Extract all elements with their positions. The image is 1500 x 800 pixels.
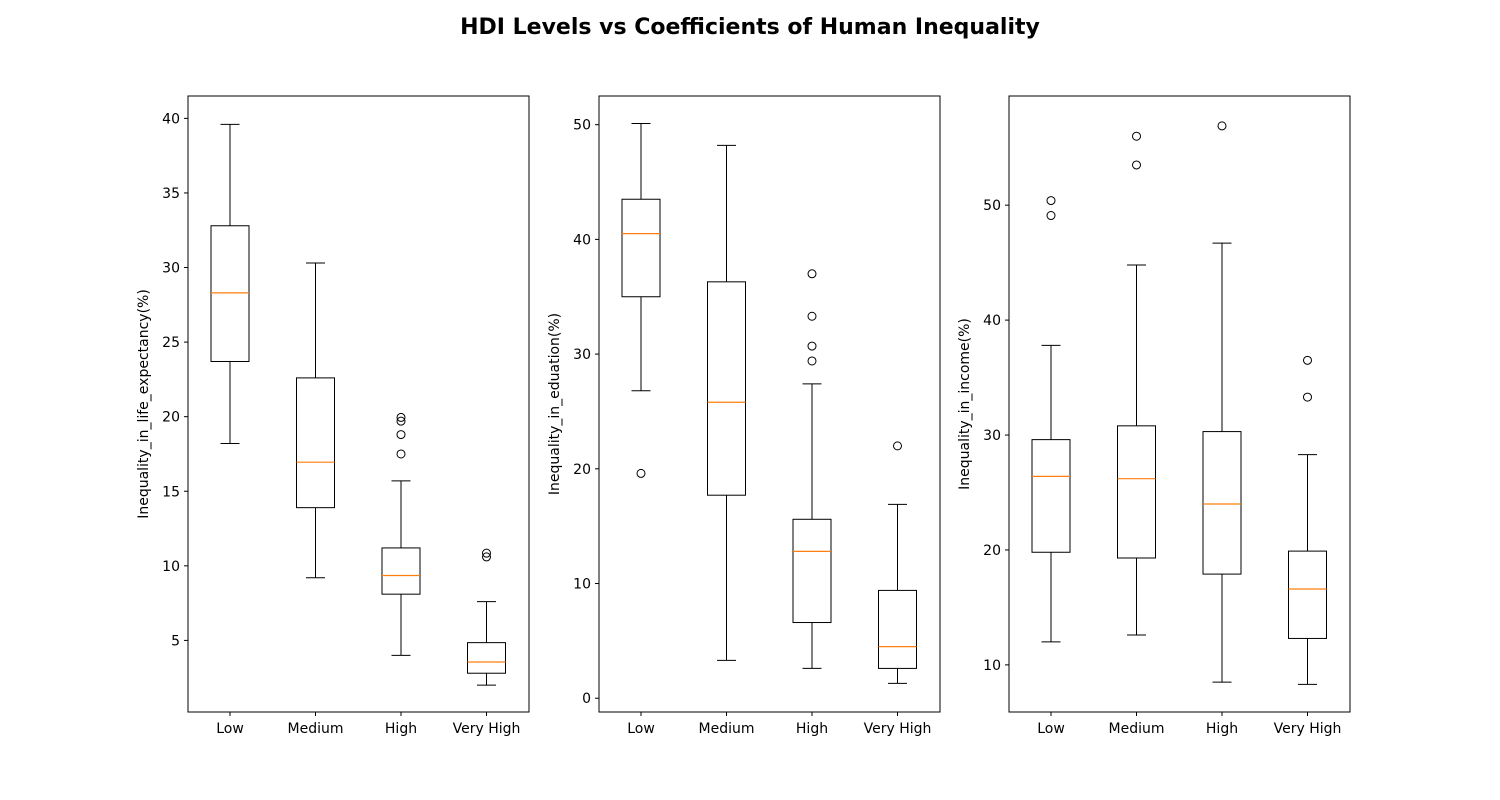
- y-tick-label: 50: [573, 118, 591, 134]
- x-tick-label: Medium: [288, 721, 344, 737]
- box-high: [381, 412, 421, 656]
- box-medium: [296, 262, 335, 579]
- x-tick-label: Low: [627, 721, 655, 737]
- iqr-box: [467, 642, 506, 674]
- outlier-point: [396, 449, 406, 459]
- outlier-point: [893, 441, 902, 451]
- figure-title: HDI Levels vs Coefficients of Human Ineq…: [460, 15, 1040, 40]
- box-medium: [1117, 131, 1156, 636]
- outlier-point: [636, 468, 646, 478]
- y-tick-label: 10: [983, 658, 1001, 674]
- x-tick-label: High: [385, 721, 417, 737]
- x-tick-label: Low: [1037, 721, 1065, 737]
- outlier-point: [482, 548, 491, 558]
- y-axis-label: Inequality_in_life_expectancy(%): [136, 289, 152, 519]
- box-low: [210, 123, 250, 445]
- y-tick-label: 10: [573, 577, 591, 593]
- y-tick-label: 50: [983, 198, 1001, 214]
- outlier-point: [1303, 355, 1312, 365]
- box-high: [1202, 121, 1242, 683]
- box-high: [792, 269, 832, 669]
- box-very-high: [1288, 355, 1327, 685]
- outlier-point: [1046, 211, 1056, 221]
- outlier-point: [807, 356, 817, 366]
- axes-frame: [598, 95, 941, 713]
- outlier-point: [482, 552, 491, 562]
- y-tick-label: 40: [983, 313, 1001, 329]
- y-tick-label: 25: [162, 335, 180, 351]
- subplot-1: 5 10 15 20 25 30 35 40 Inequality_in_life_expect…: [136, 95, 530, 737]
- box-very-high: [467, 548, 506, 686]
- iqr-box: [1202, 431, 1242, 575]
- box-very-high: [878, 441, 917, 684]
- outlier-point: [1132, 131, 1141, 141]
- iqr-box: [1031, 439, 1071, 553]
- iqr-box: [296, 377, 335, 509]
- y-tick-label: 30: [573, 347, 591, 363]
- x-tick-label: Low: [216, 721, 244, 737]
- outlier-point: [396, 416, 406, 426]
- iqr-box: [1117, 425, 1156, 559]
- y-tick-label: 35: [162, 186, 180, 202]
- y-tick-label: 20: [573, 462, 591, 478]
- y-tick-label: 40: [573, 232, 591, 248]
- iqr-box: [1288, 550, 1327, 639]
- outlier-point: [1046, 196, 1056, 206]
- box-low: [621, 123, 661, 478]
- box-low: [1031, 196, 1071, 643]
- outlier-point: [1217, 121, 1227, 131]
- iqr-box: [210, 225, 250, 362]
- y-tick-label: 15: [162, 484, 180, 500]
- x-tick-label: High: [796, 721, 828, 737]
- y-tick-label: 40: [162, 111, 180, 127]
- y-tick-label: 5: [171, 633, 180, 649]
- x-tick-label: High: [1206, 721, 1238, 737]
- axes-frame: [187, 95, 530, 713]
- outlier-point: [807, 311, 817, 321]
- x-tick-label: Medium: [699, 721, 755, 737]
- iqr-box: [707, 281, 746, 496]
- axes-frame: [1008, 95, 1351, 713]
- subplot-2: 0 10 20 30 40 50 Inequality_in_eduation(%) Low M…: [547, 95, 941, 737]
- box-medium: [707, 144, 746, 661]
- iqr-box: [878, 589, 917, 669]
- y-axis-label: Inequality_in_income(%): [957, 318, 973, 490]
- outlier-point: [1132, 160, 1141, 170]
- y-tick-label: 20: [162, 410, 180, 426]
- subplot-3: 10 20 30 40 50 Inequality_in_income(%) Low Medi…: [957, 95, 1351, 737]
- iqr-box: [381, 547, 421, 595]
- subplot-grid: 5 10 15 20 25 30 35 40 Inequality_in_life_expect…: [136, 95, 1351, 737]
- outlier-point: [396, 412, 406, 422]
- y-tick-label: 10: [162, 559, 180, 575]
- outlier-point: [396, 430, 406, 440]
- y-tick-label: 30: [983, 428, 1001, 444]
- x-tick-label: Medium: [1109, 721, 1165, 737]
- y-tick-label: 30: [162, 261, 180, 277]
- y-tick-label: 0: [582, 691, 591, 707]
- y-tick-label: 20: [983, 543, 1001, 559]
- iqr-box: [792, 518, 832, 624]
- outlier-point: [1303, 392, 1312, 402]
- x-tick-label: Very High: [864, 721, 932, 737]
- x-tick-label: Very High: [1274, 721, 1342, 737]
- iqr-box: [621, 198, 661, 298]
- outlier-point: [807, 269, 817, 279]
- outlier-point: [807, 341, 817, 351]
- y-axis-label: Inequality_in_eduation(%): [547, 313, 563, 495]
- x-tick-label: Very High: [453, 721, 521, 737]
